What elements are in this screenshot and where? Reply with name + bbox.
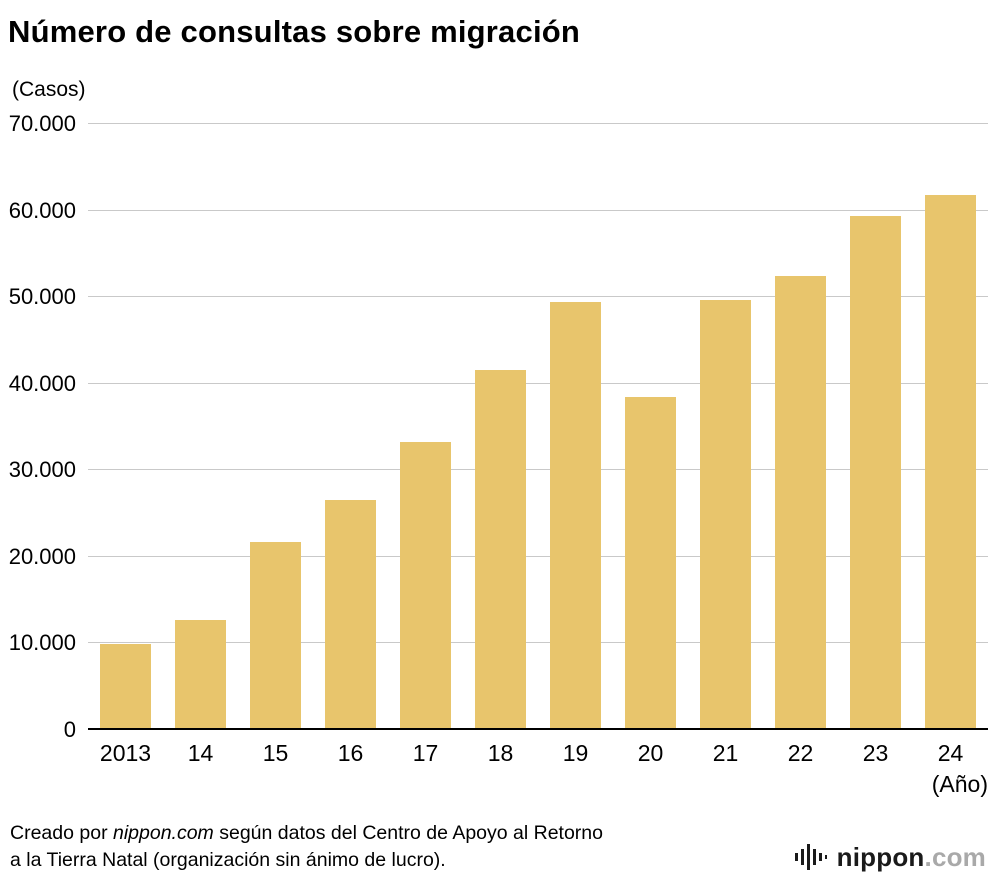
bar-17 xyxy=(399,442,452,728)
y-tick-label: 50.000 xyxy=(8,284,76,310)
bar-slot xyxy=(688,124,763,728)
x-tick-label: 16 xyxy=(337,740,364,766)
gridline xyxy=(88,382,988,384)
credit-line2: a la Tierra Natal (organización sin ánim… xyxy=(10,849,446,872)
gridline xyxy=(88,642,988,644)
x-tick-label: 21 xyxy=(712,740,739,766)
bar-16 xyxy=(324,500,377,728)
y-tick-label: 0 xyxy=(63,717,76,742)
bar-21 xyxy=(699,300,752,728)
bar-slot xyxy=(838,124,913,728)
x-tick-label: 23 xyxy=(862,740,889,766)
bar-2013 xyxy=(99,644,152,728)
y-tick-label: 20.000 xyxy=(8,543,76,569)
y-tick-label: 70.000 xyxy=(8,111,76,136)
x-tick-label: 19 xyxy=(562,740,589,766)
bar-slot xyxy=(763,124,838,728)
bar-slot xyxy=(538,124,613,728)
nippon-logo-text: nippon.com xyxy=(837,842,986,873)
x-tick-label: 15 xyxy=(262,740,289,766)
x-tick-label: 2013 xyxy=(99,740,152,766)
x-axis-unit-label: (Año) xyxy=(931,771,988,797)
bar-slot xyxy=(463,124,538,728)
credit-prefix: Creado por xyxy=(10,822,113,844)
y-tick-label: 40.000 xyxy=(8,370,76,396)
plot-area xyxy=(88,123,988,730)
nippon-logo-icon xyxy=(794,842,828,872)
bar-slot xyxy=(163,124,238,728)
credit-brand: nippon.com xyxy=(112,822,214,844)
plot-column: 2013 14 15 16 17 18 19 20 21 22 23 24 (Año) xyxy=(88,123,988,798)
x-tick-label: 22 xyxy=(787,740,814,766)
bar-22 xyxy=(774,275,827,728)
credit-line1-rest: según datos del Centro de Apoyo al Retor… xyxy=(213,822,603,844)
bar-14 xyxy=(174,620,227,728)
bar-slot xyxy=(613,124,688,728)
chart-title: Número de consultas sobre migración xyxy=(8,14,581,49)
y-axis-unit-label: (Casos) xyxy=(12,78,86,101)
bar-slot xyxy=(238,124,313,728)
y-axis: 0 10.000 20.000 30.000 40.000 50.000 60.000 70.… xyxy=(8,111,88,742)
bar-23 xyxy=(849,216,902,728)
bar-slot xyxy=(88,124,163,728)
nippon-logo: nippon.com xyxy=(794,842,986,875)
source-credit: Creado por nippon.com según datos del Ce… xyxy=(10,820,603,875)
bar-slot xyxy=(313,124,388,728)
x-tick-label: 17 xyxy=(412,740,439,766)
x-tick-label: 18 xyxy=(487,740,514,766)
bar-19 xyxy=(549,301,602,728)
gridline xyxy=(88,296,988,298)
nippon-logo-name: nippon xyxy=(836,841,925,872)
y-tick-label: 30.000 xyxy=(8,457,76,483)
y-tick-label: 60.000 xyxy=(8,197,76,223)
y-tick-label: 10.000 xyxy=(8,630,76,656)
x-tick-label: 14 xyxy=(187,740,214,766)
gridline xyxy=(88,555,988,557)
bar-15 xyxy=(249,541,302,728)
bar-slot xyxy=(388,124,463,728)
x-axis-baseline xyxy=(88,728,988,730)
bar-slot xyxy=(913,124,988,728)
gridline xyxy=(88,209,988,211)
x-axis: 2013 14 15 16 17 18 19 20 21 22 23 24 xyxy=(88,740,988,767)
x-tick-label: 24 xyxy=(937,740,964,766)
bars-row xyxy=(88,124,988,728)
gridline xyxy=(88,469,988,471)
bar-20 xyxy=(624,396,677,728)
gridline xyxy=(88,123,988,124)
bar-18 xyxy=(474,369,527,728)
x-tick-label: 20 xyxy=(637,740,664,766)
footer: Creado por nippon.com según datos del Ce… xyxy=(8,820,988,881)
bar-24 xyxy=(924,194,977,728)
nippon-logo-tld: .com xyxy=(924,841,986,872)
bar-chart: 0 10.000 20.000 30.000 40.000 50.000 60.000 70.… xyxy=(8,111,988,798)
